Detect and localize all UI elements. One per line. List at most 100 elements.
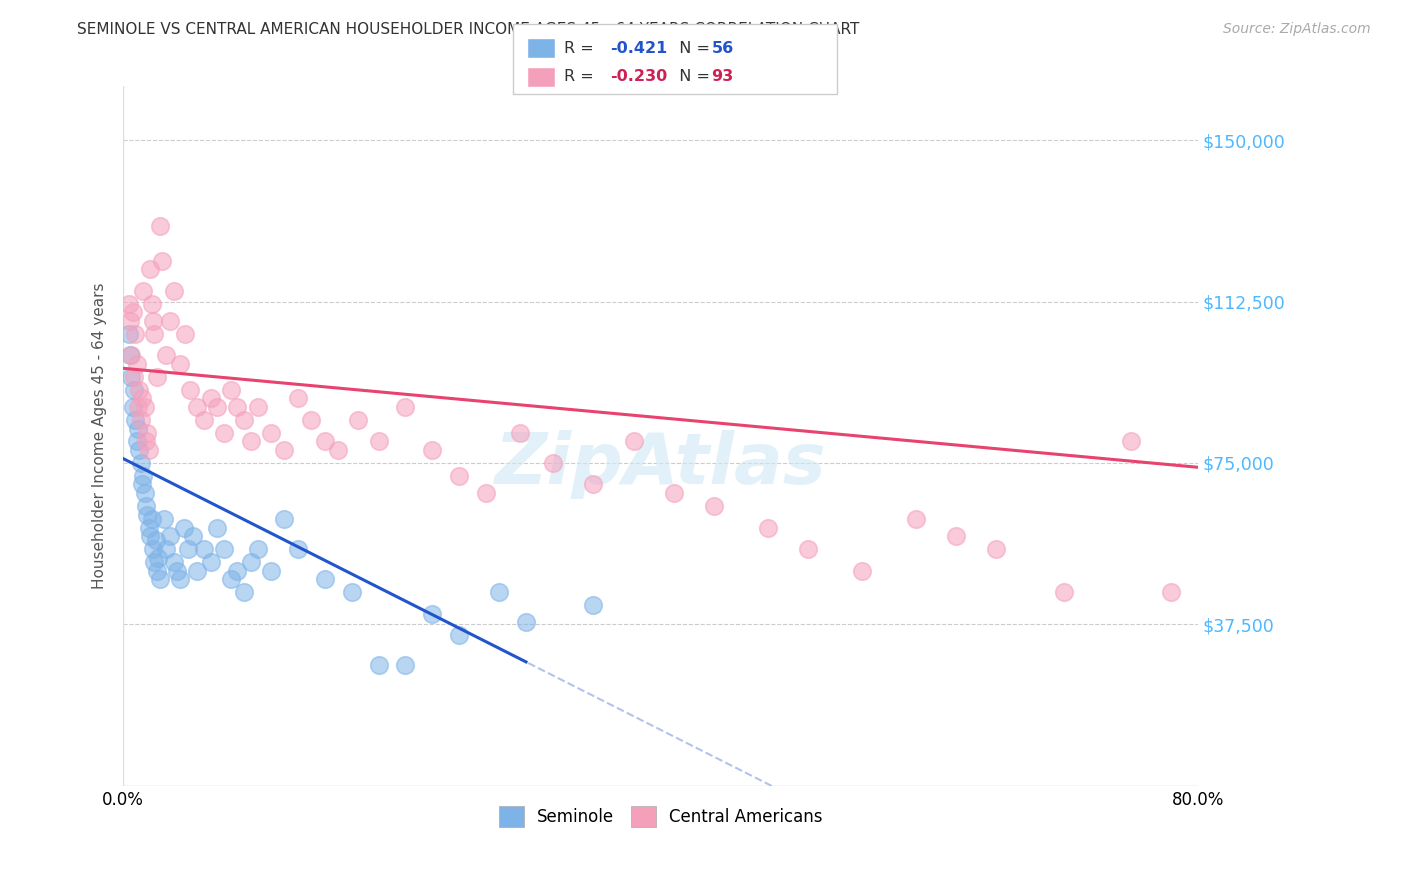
Point bbox=[1052, 585, 1074, 599]
Text: R =: R = bbox=[564, 41, 599, 55]
Point bbox=[340, 585, 363, 599]
Point bbox=[394, 658, 416, 673]
Point bbox=[623, 434, 645, 449]
Point bbox=[1160, 585, 1182, 599]
Point bbox=[212, 542, 235, 557]
Point bbox=[146, 370, 169, 384]
Point bbox=[239, 434, 262, 449]
Point bbox=[233, 585, 256, 599]
Point bbox=[148, 219, 170, 234]
Point bbox=[200, 555, 222, 569]
Point bbox=[118, 296, 141, 310]
Point bbox=[118, 314, 141, 328]
Text: SEMINOLE VS CENTRAL AMERICAN HOUSEHOLDER INCOME AGES 45 - 64 YEARS CORRELATION C: SEMINOLE VS CENTRAL AMERICAN HOUSEHOLDER… bbox=[77, 22, 859, 37]
Point bbox=[129, 456, 152, 470]
Point bbox=[118, 326, 141, 341]
Point bbox=[449, 628, 471, 642]
Point bbox=[148, 572, 170, 586]
Point bbox=[212, 425, 235, 440]
Point bbox=[155, 348, 177, 362]
Point bbox=[904, 512, 927, 526]
Point bbox=[207, 520, 229, 534]
Point bbox=[143, 555, 166, 569]
Point bbox=[200, 392, 222, 406]
Point bbox=[181, 529, 204, 543]
Point bbox=[233, 413, 256, 427]
Point bbox=[125, 357, 148, 371]
Point bbox=[509, 425, 531, 440]
Point bbox=[173, 520, 195, 534]
Point bbox=[169, 572, 191, 586]
Point bbox=[142, 542, 165, 557]
Point bbox=[128, 443, 150, 458]
Point bbox=[122, 370, 145, 384]
Point bbox=[367, 434, 389, 449]
Point bbox=[239, 555, 262, 569]
Point bbox=[186, 400, 208, 414]
Point bbox=[166, 564, 188, 578]
Point bbox=[163, 284, 186, 298]
Point bbox=[756, 520, 779, 534]
Point bbox=[159, 314, 181, 328]
Point bbox=[394, 400, 416, 414]
Point bbox=[135, 434, 157, 449]
Point bbox=[127, 400, 149, 414]
Point bbox=[135, 499, 157, 513]
Point bbox=[177, 542, 200, 557]
Point bbox=[287, 542, 309, 557]
Point bbox=[797, 542, 820, 557]
Point bbox=[121, 305, 143, 319]
Point bbox=[1119, 434, 1142, 449]
Text: -0.421: -0.421 bbox=[610, 41, 668, 55]
Point bbox=[260, 564, 283, 578]
Point bbox=[159, 529, 181, 543]
Text: -0.230: -0.230 bbox=[610, 70, 668, 84]
Point bbox=[118, 348, 141, 362]
Point bbox=[155, 542, 177, 557]
Point bbox=[193, 542, 215, 557]
Point bbox=[420, 443, 443, 458]
Point bbox=[145, 533, 167, 548]
Point bbox=[582, 598, 605, 612]
Point bbox=[703, 499, 725, 513]
Point bbox=[488, 585, 510, 599]
Text: 93: 93 bbox=[711, 70, 734, 84]
Point bbox=[152, 512, 174, 526]
Point bbox=[132, 469, 155, 483]
Text: 56: 56 bbox=[711, 41, 734, 55]
Point bbox=[328, 443, 350, 458]
Point bbox=[120, 370, 142, 384]
Point bbox=[226, 400, 249, 414]
Point bbox=[163, 555, 186, 569]
Point bbox=[207, 400, 229, 414]
Point bbox=[273, 443, 295, 458]
Point bbox=[127, 421, 149, 435]
Point bbox=[449, 469, 471, 483]
Point bbox=[287, 392, 309, 406]
Point bbox=[945, 529, 967, 543]
Point bbox=[179, 383, 201, 397]
Point bbox=[314, 434, 336, 449]
Point bbox=[299, 413, 322, 427]
Point bbox=[120, 348, 142, 362]
Text: ZipAtlas: ZipAtlas bbox=[495, 430, 827, 499]
Point bbox=[129, 413, 152, 427]
Point bbox=[146, 564, 169, 578]
Point bbox=[986, 542, 1008, 557]
Point bbox=[314, 572, 336, 586]
Point bbox=[124, 326, 146, 341]
Text: Source: ZipAtlas.com: Source: ZipAtlas.com bbox=[1223, 22, 1371, 37]
Point bbox=[138, 443, 160, 458]
Point bbox=[131, 477, 153, 491]
Text: N =: N = bbox=[669, 41, 716, 55]
Point bbox=[141, 512, 163, 526]
Point bbox=[121, 400, 143, 414]
Point bbox=[169, 357, 191, 371]
Point bbox=[139, 262, 162, 277]
Point bbox=[193, 413, 215, 427]
Point bbox=[367, 658, 389, 673]
Point bbox=[851, 564, 873, 578]
Point bbox=[541, 456, 564, 470]
Point bbox=[142, 314, 165, 328]
Point bbox=[475, 486, 498, 500]
